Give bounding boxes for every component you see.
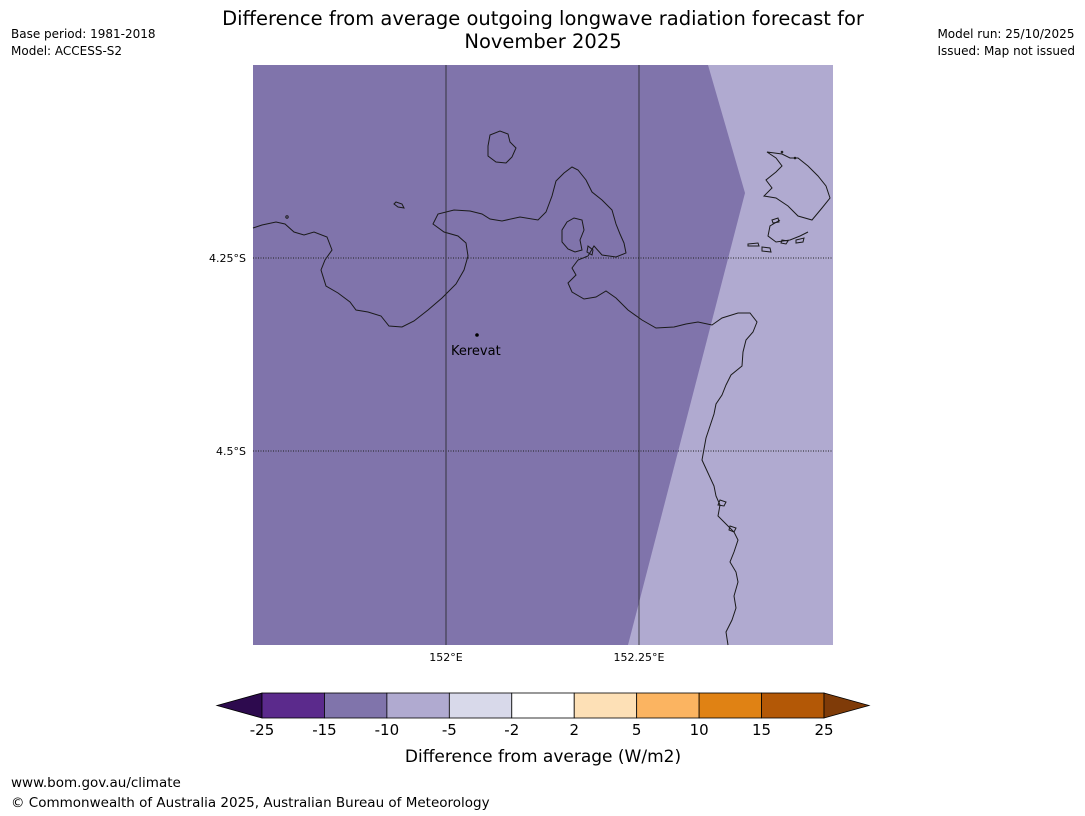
coastline bbox=[252, 130, 831, 646]
colorbar-bin bbox=[636, 692, 700, 719]
colorbar-tick-label: 15 bbox=[752, 721, 771, 739]
map-title-line2: November 2025 bbox=[464, 30, 622, 53]
colorbar-tick-label: -10 bbox=[375, 721, 400, 739]
colorbar-label: Difference from average (W/m2) bbox=[405, 747, 681, 767]
map-region-dark bbox=[253, 65, 745, 645]
colorbar-bin bbox=[448, 692, 513, 719]
gridlines bbox=[253, 65, 833, 645]
colorbar-tick-label: 25 bbox=[814, 721, 833, 739]
lat-label-4-25s: 4.25°S bbox=[209, 252, 246, 265]
map-title: Difference from average outgoing longwav… bbox=[193, 7, 893, 53]
map-title-line1: Difference from average outgoing longwav… bbox=[222, 7, 864, 30]
colorbar-over-arrow bbox=[823, 692, 871, 719]
colorbar-tick-label: -15 bbox=[312, 721, 337, 739]
footer-copyright: © Commonwealth of Australia 2025, Austra… bbox=[11, 795, 490, 811]
metadata-right: Model run: 25/10/2025 Issued: Map not is… bbox=[937, 26, 1075, 60]
colorbar-tick-label: 10 bbox=[690, 721, 709, 739]
colorbar-bin bbox=[511, 692, 575, 719]
colorbar-tick-label: -2 bbox=[504, 721, 519, 739]
footer-url: www.bom.gov.au/climate bbox=[11, 775, 181, 791]
forecast-map: 4.25°S 4.5°S 152°E 152.25°E Kerevat bbox=[209, 65, 833, 664]
colorbar-bin bbox=[761, 692, 825, 719]
model-run-text: Model run: 25/10/2025 bbox=[937, 27, 1075, 41]
colorbar-under-arrow bbox=[215, 692, 263, 719]
lat-label-4-5s: 4.5°S bbox=[216, 445, 246, 458]
model-text: Model: ACCESS-S2 bbox=[11, 44, 123, 58]
lon-label-152e: 152°E bbox=[429, 651, 462, 664]
colorbar-tick-label: -5 bbox=[442, 721, 457, 739]
colorbar-tick-label: 2 bbox=[569, 721, 579, 739]
colorbar-tick-label: 5 bbox=[632, 721, 642, 739]
colorbar-bin bbox=[324, 692, 388, 719]
colorbar-tick-label: -25 bbox=[250, 721, 275, 739]
issued-text: Issued: Map not issued bbox=[937, 44, 1075, 58]
colorbar-bin bbox=[573, 692, 638, 719]
metadata-left: Base period: 1981-2018 Model: ACCESS-S2 bbox=[11, 26, 156, 60]
base-period-text: Base period: 1981-2018 bbox=[11, 27, 156, 41]
kerevat-marker bbox=[475, 333, 479, 337]
kerevat-label: Kerevat bbox=[451, 344, 501, 359]
lon-label-152-25e: 152.25°E bbox=[614, 651, 665, 664]
colorbar-bin bbox=[386, 692, 450, 719]
colorbar-bin bbox=[698, 692, 762, 719]
colorbar-bin bbox=[261, 692, 325, 719]
